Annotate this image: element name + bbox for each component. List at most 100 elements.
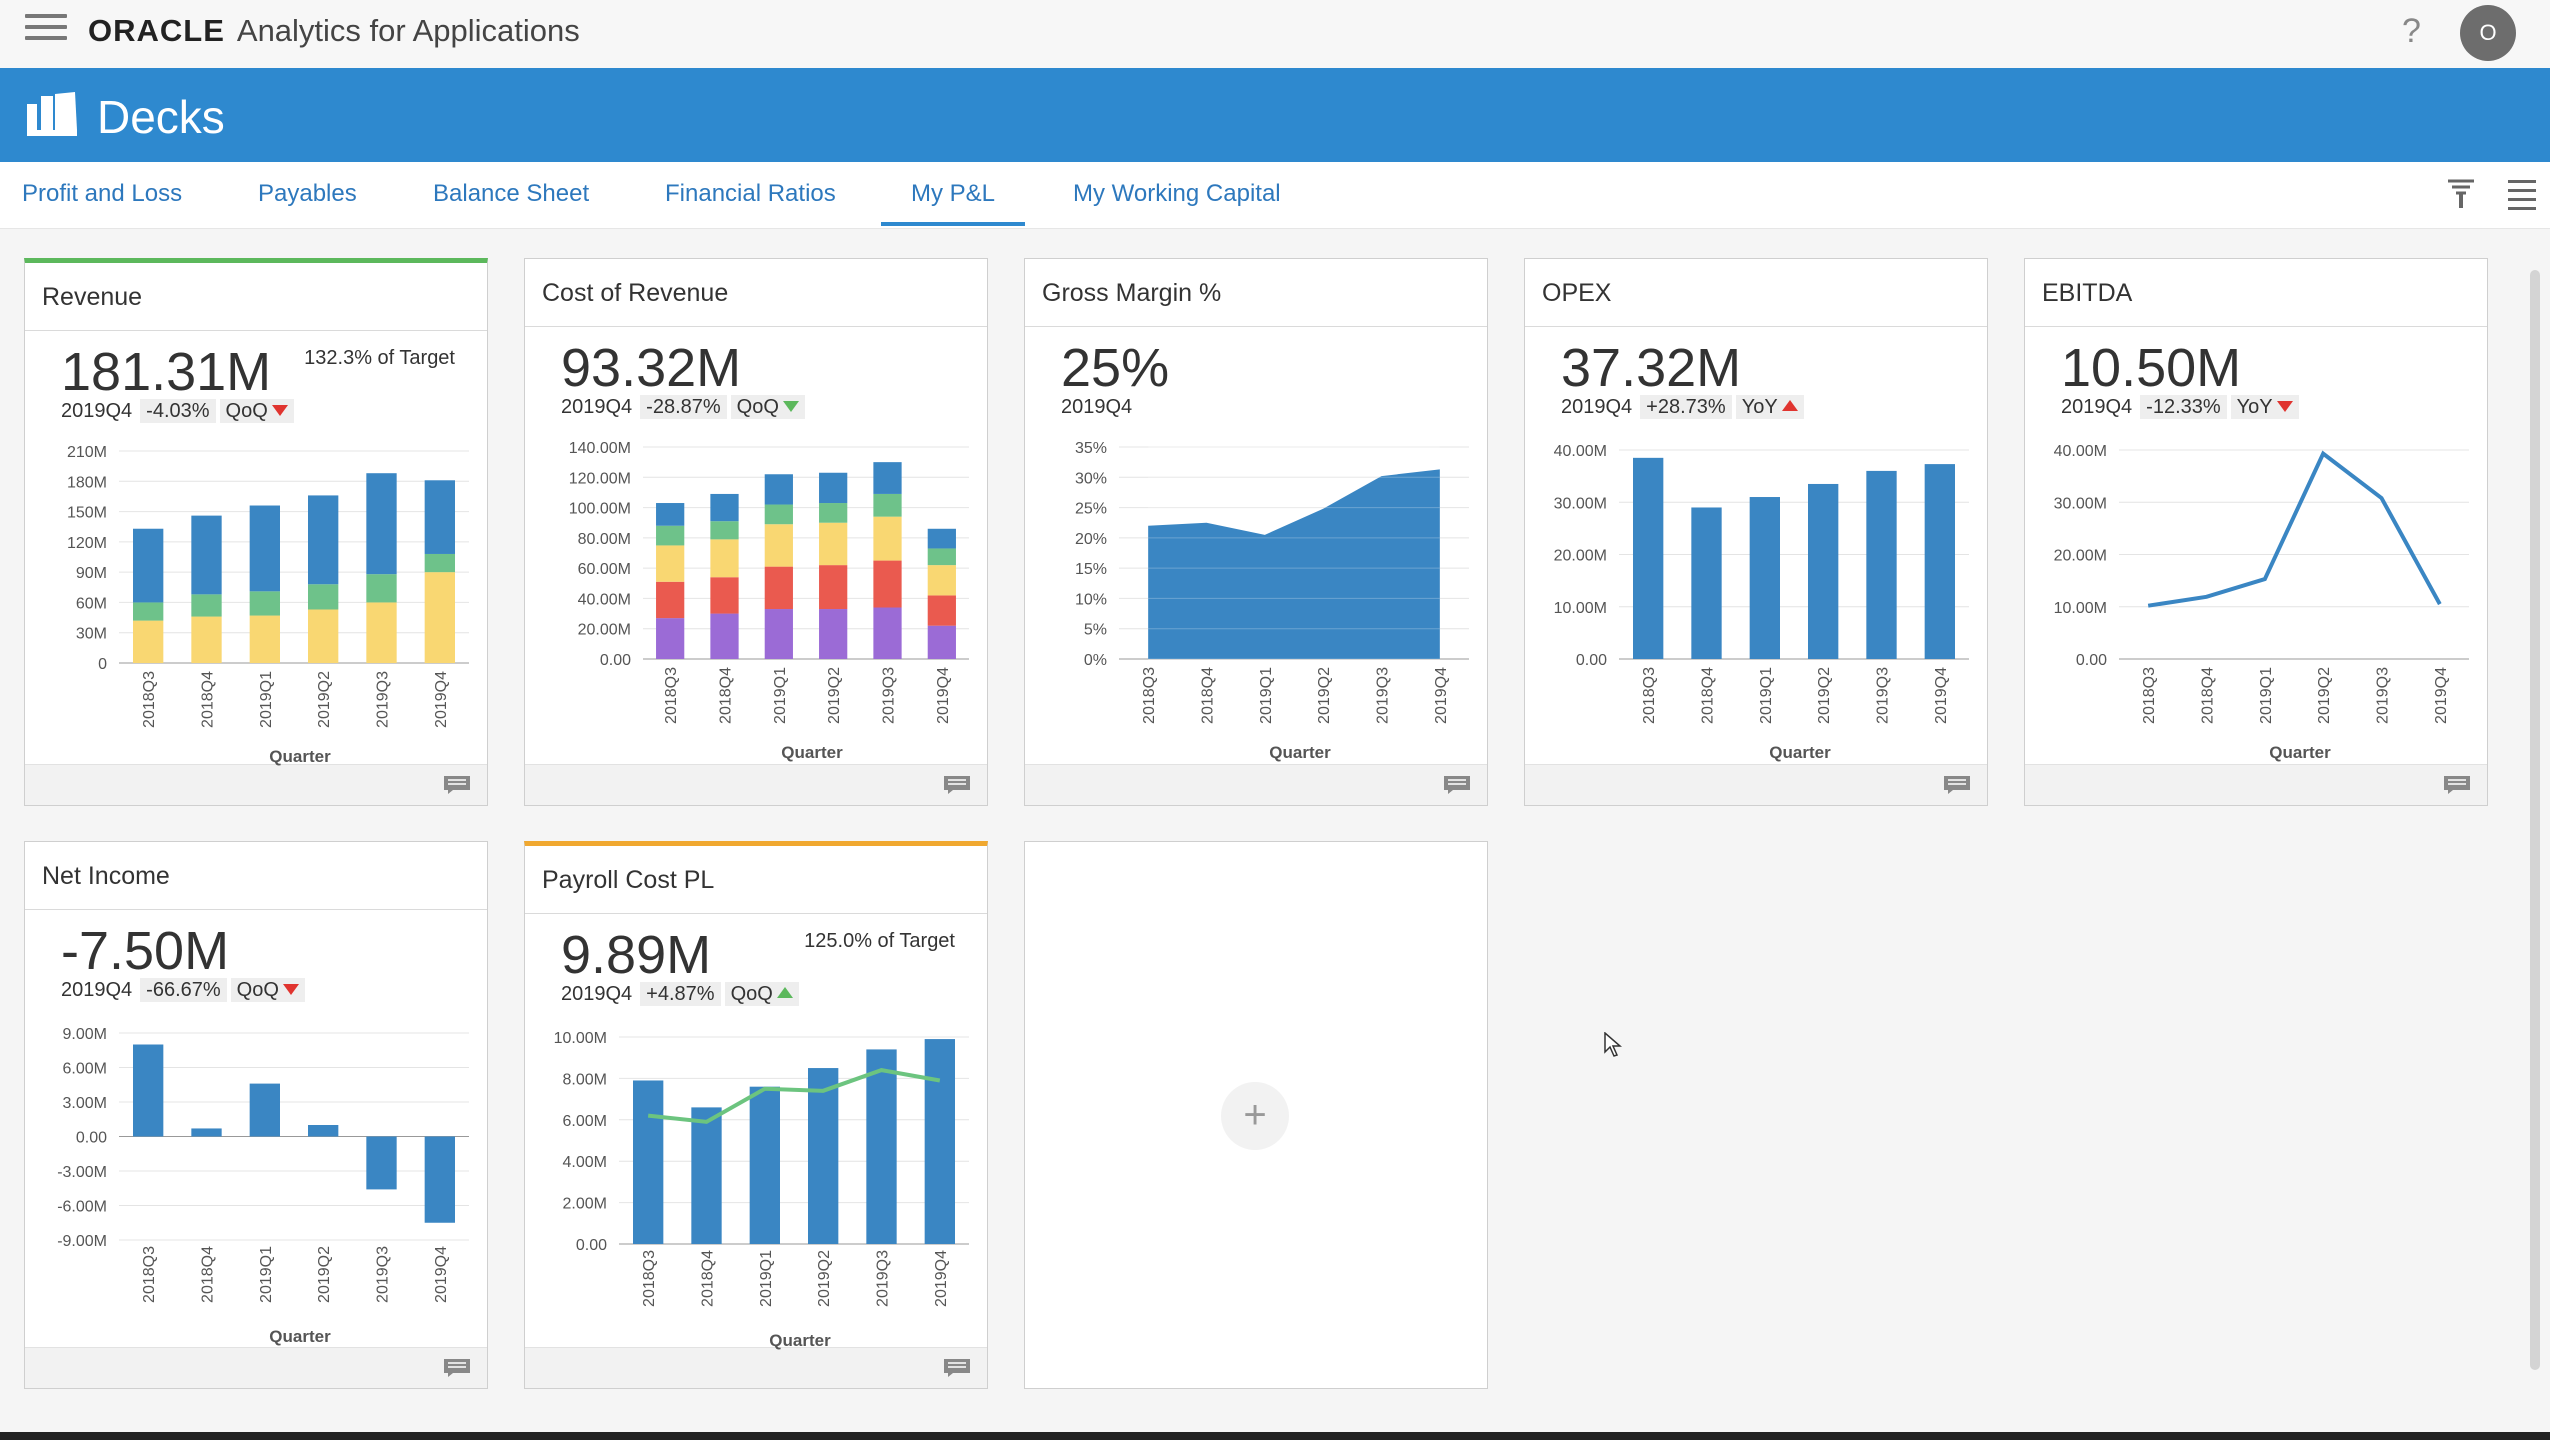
bar-segment[interactable] [924,1039,955,1244]
bar-segment[interactable] [656,503,685,526]
bar-segment[interactable] [424,1136,455,1223]
bar-segment[interactable] [1749,497,1780,659]
bar-segment[interactable] [819,565,848,610]
bar-segment[interactable] [424,480,455,554]
tab-my-working-capital[interactable]: My Working Capital [1073,180,1281,207]
area-series[interactable] [1148,469,1440,659]
comment-icon[interactable] [1943,775,1971,795]
bar-segment[interactable] [656,545,685,582]
bar-segment[interactable] [873,560,902,608]
bar-segment[interactable] [133,528,164,603]
comment-icon[interactable] [443,1358,471,1378]
bar-segment[interactable] [866,1049,897,1244]
comment-icon[interactable] [943,1358,971,1378]
bar-segment[interactable] [710,577,739,614]
bar-segment[interactable] [366,473,397,575]
kpi-card-cost-of-revenue[interactable]: Cost of Revenue 93.32M 2019Q4 -28.87% QoQ 14… [524,258,988,806]
bar-segment[interactable] [764,524,793,567]
bar-segment[interactable] [927,625,956,659]
bar-segment[interactable] [764,609,793,659]
kpi-comparison: QoQ [724,982,799,1006]
user-avatar[interactable]: O [2460,5,2516,61]
bar-segment[interactable] [710,493,739,522]
bar-segment[interactable] [656,525,685,546]
bar-segment[interactable] [366,1136,397,1190]
bar-segment[interactable] [749,1086,780,1244]
bar-segment[interactable] [308,609,339,663]
bar-segment[interactable] [249,615,280,663]
bar-segment[interactable] [366,602,397,663]
x-tick-label: 2019Q2 [316,671,333,728]
bar-segment[interactable] [249,591,280,616]
bar-segment[interactable] [710,613,739,659]
bar-segment[interactable] [819,503,848,523]
add-card-button[interactable]: + [1221,1082,1289,1150]
tab-financial-ratios[interactable]: Financial Ratios [665,180,836,207]
bar-segment[interactable] [764,474,793,505]
comment-icon[interactable] [2443,775,2471,795]
kpi-card-payroll-cost-pl[interactable]: Payroll Cost PL 9.89M 125.0% of Target 2019… [524,841,988,1389]
bar-segment[interactable] [691,1107,722,1244]
deck-menu-icon[interactable] [2508,180,2536,210]
bar-segment[interactable] [927,565,956,596]
bar-segment[interactable] [1866,470,1897,659]
kpi-card-opex[interactable]: OPEX 37.32M 2019Q4 +28.73% YoY 40.00M 30.00M 2… [1524,258,1988,806]
bar-segment[interactable] [308,584,339,610]
bar-segment[interactable] [927,528,956,549]
kpi-card-net-income[interactable]: Net Income -7.50M 2019Q4 -66.67% QoQ 9.00M 6.… [24,841,488,1389]
bar-segment[interactable] [191,594,222,617]
kpi-card-revenue[interactable]: Revenue 181.31M 132.3% of Target 2019Q4 -4.0… [24,258,488,806]
y-tick-label: 40.00M [1554,443,1607,460]
tab-balance-sheet[interactable]: Balance Sheet [433,180,590,207]
bar-segment[interactable] [1691,507,1722,659]
bar-segment[interactable] [710,539,739,578]
kpi-card-gross-margin[interactable]: Gross Margin % 25% 2019Q4 35% 30% 25% 20% 15% 1… [1024,258,1488,806]
bar-segment[interactable] [366,574,397,603]
help-icon[interactable]: ? [2402,12,2421,50]
vertical-scrollbar[interactable] [2530,270,2540,1370]
hamburger-menu-icon[interactable] [25,14,67,42]
bar-segment[interactable] [819,472,848,504]
bar-segment[interactable] [1924,464,1955,659]
bar-segment[interactable] [1633,457,1664,659]
bar-segment[interactable] [764,566,793,610]
line-series[interactable] [2147,450,2442,608]
bar-segment[interactable] [873,607,902,659]
bar-segment[interactable] [191,616,222,663]
filter-icon[interactable] [2446,178,2476,210]
bar-segment[interactable] [633,1080,664,1244]
bar-segment[interactable] [191,515,222,595]
bar-segment[interactable] [656,618,685,659]
bar-segment[interactable] [191,1128,222,1137]
bar-segment[interactable] [764,504,793,525]
bar-segment[interactable] [1808,483,1839,659]
bar-segment[interactable] [308,495,339,585]
bar-segment[interactable] [133,602,164,621]
bar-segment[interactable] [133,620,164,663]
bar-segment[interactable] [927,595,956,626]
bar-segment[interactable] [133,1044,164,1137]
bar-segment[interactable] [424,553,455,573]
y-tick-label: 180M [67,474,107,491]
bar-segment[interactable] [927,548,956,566]
bar-segment[interactable] [819,522,848,566]
comment-icon[interactable] [1443,775,1471,795]
bar-segment[interactable] [808,1068,839,1244]
x-tick-label: 2018Q3 [2141,667,2158,724]
comment-icon[interactable] [943,775,971,795]
bar-segment[interactable] [873,493,902,517]
bar-segment[interactable] [308,1125,339,1137]
bar-segment[interactable] [873,516,902,561]
bar-segment[interactable] [656,581,685,619]
bar-segment[interactable] [424,572,455,663]
tab-profit-and-loss[interactable]: Profit and Loss [22,180,183,207]
bar-segment[interactable] [249,1083,280,1137]
tab-my-pl[interactable]: My P&L [881,180,1026,226]
tab-payables[interactable]: Payables [258,180,357,207]
kpi-card-ebitda[interactable]: EBITDA 10.50M 2019Q4 -12.33% YoY 40.00M 30.00… [2024,258,2488,806]
bar-segment[interactable] [873,462,902,494]
bar-segment[interactable] [710,521,739,540]
comment-icon[interactable] [443,775,471,795]
bar-segment[interactable] [249,505,280,592]
bar-segment[interactable] [819,609,848,659]
